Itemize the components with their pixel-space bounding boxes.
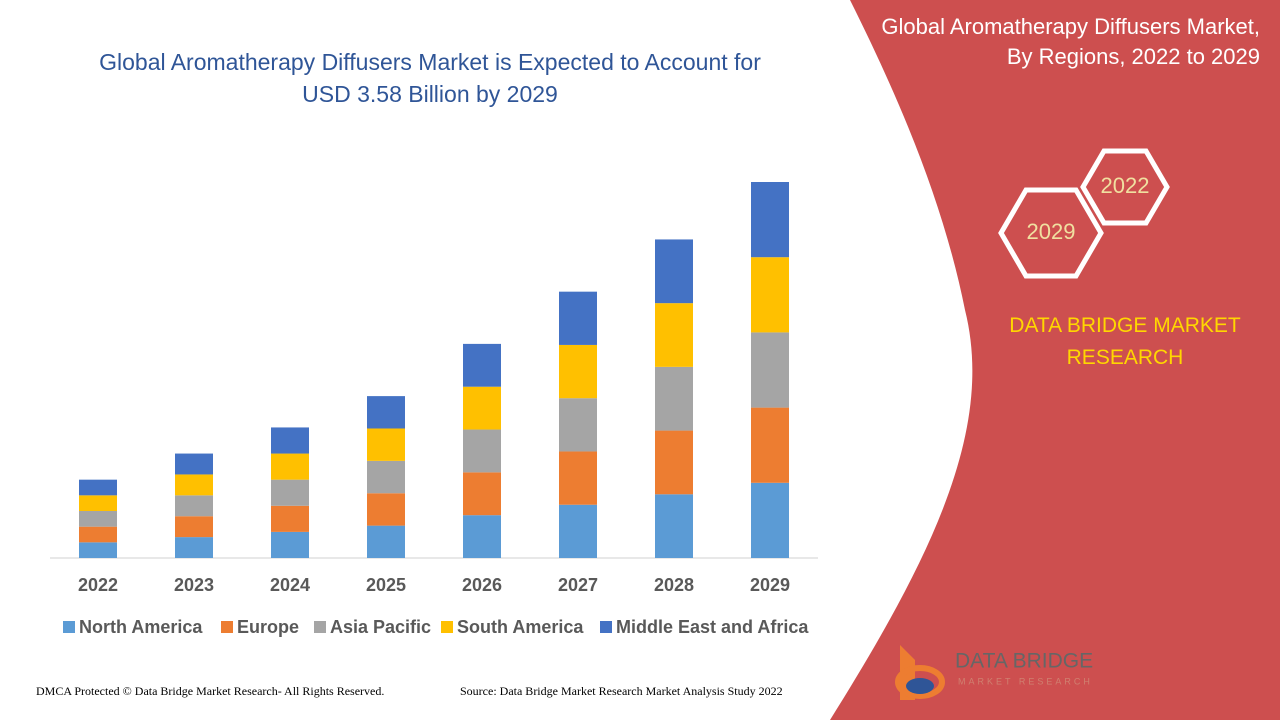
bar-segment bbox=[175, 453, 213, 475]
bar-segment bbox=[655, 239, 693, 304]
source: Source: Data Bridge Market Research Mark… bbox=[460, 684, 783, 698]
bar-segment bbox=[655, 366, 693, 431]
bar-segment bbox=[463, 429, 501, 473]
legend-label: Middle East and Africa bbox=[616, 617, 809, 637]
legend-label: Europe bbox=[237, 617, 299, 637]
legend-swatch bbox=[221, 621, 233, 633]
legend-label: Asia Pacific bbox=[330, 617, 431, 637]
bar-segment bbox=[271, 479, 309, 506]
legend-swatch bbox=[441, 621, 453, 633]
bar-segment bbox=[271, 453, 309, 480]
bar-segment bbox=[559, 504, 597, 558]
bar-segment bbox=[271, 505, 309, 532]
x-tick-label: 2025 bbox=[366, 575, 406, 595]
bar-segment bbox=[175, 495, 213, 517]
x-tick-label: 2029 bbox=[750, 575, 790, 595]
x-tick-label: 2028 bbox=[654, 575, 694, 595]
hex-label: 2022 bbox=[1101, 173, 1150, 198]
legend-label: North America bbox=[79, 617, 203, 637]
bar-segment bbox=[367, 493, 405, 526]
chart-title: Global Aromatherapy Diffusers Market is … bbox=[99, 49, 761, 107]
bar-segment bbox=[463, 515, 501, 558]
x-tick-label: 2026 bbox=[462, 575, 502, 595]
x-tick-label: 2022 bbox=[78, 575, 118, 595]
x-tick-label: 2024 bbox=[270, 575, 310, 595]
legend-swatch bbox=[600, 621, 612, 633]
x-tick-label: 2023 bbox=[174, 575, 214, 595]
bar-segment bbox=[175, 474, 213, 496]
bar-segment bbox=[175, 537, 213, 558]
bar-segment bbox=[175, 516, 213, 538]
bar-segment bbox=[751, 482, 789, 558]
bar-segment bbox=[559, 398, 597, 452]
logo-mark bbox=[895, 665, 945, 699]
bar-segment bbox=[79, 526, 117, 543]
bar-segment bbox=[751, 257, 789, 333]
bar-segment bbox=[559, 344, 597, 399]
hex-label: 2029 bbox=[1027, 219, 1076, 244]
logo-name: DATA BRIDGE bbox=[955, 650, 1093, 673]
bar-segment bbox=[655, 303, 693, 367]
hexagon bbox=[998, 187, 1104, 279]
bar-segment bbox=[79, 495, 117, 511]
bar-segment bbox=[463, 386, 501, 430]
legend-swatch bbox=[314, 621, 326, 633]
bar-segment bbox=[271, 531, 309, 558]
bar-segment bbox=[655, 430, 693, 495]
logo-mark bbox=[906, 678, 934, 694]
bar-segment bbox=[559, 451, 597, 505]
bar-segment bbox=[367, 525, 405, 558]
bar-segment bbox=[751, 182, 789, 258]
bar-segment bbox=[463, 472, 501, 516]
legend-label: South America bbox=[457, 617, 584, 637]
bar-segment bbox=[751, 407, 789, 483]
legend-swatch bbox=[63, 621, 75, 633]
x-tick-label: 2027 bbox=[558, 575, 598, 595]
bar-segment bbox=[463, 343, 501, 387]
hexagon bbox=[1080, 148, 1170, 226]
bar-segment bbox=[79, 479, 117, 496]
logo-tagline: MARKET RESEARCH bbox=[958, 676, 1093, 686]
bar-segment bbox=[367, 460, 405, 494]
copyright: DMCA Protected © Data Bridge Market Rese… bbox=[36, 684, 385, 698]
bar-segment bbox=[79, 542, 117, 558]
bar-segment bbox=[271, 427, 309, 454]
bar-segment bbox=[655, 494, 693, 558]
bar-segment bbox=[367, 428, 405, 461]
bar-segment bbox=[367, 396, 405, 429]
panel-title: Global Aromatherapy Diffusers Market, By… bbox=[881, 14, 1260, 69]
bar-segment bbox=[79, 511, 117, 527]
bar-segment bbox=[559, 291, 597, 345]
bar-segment bbox=[751, 332, 789, 408]
brand: DATA BRIDGE MARKET RESEARCH bbox=[1009, 314, 1241, 369]
side-panel bbox=[830, 0, 1280, 720]
